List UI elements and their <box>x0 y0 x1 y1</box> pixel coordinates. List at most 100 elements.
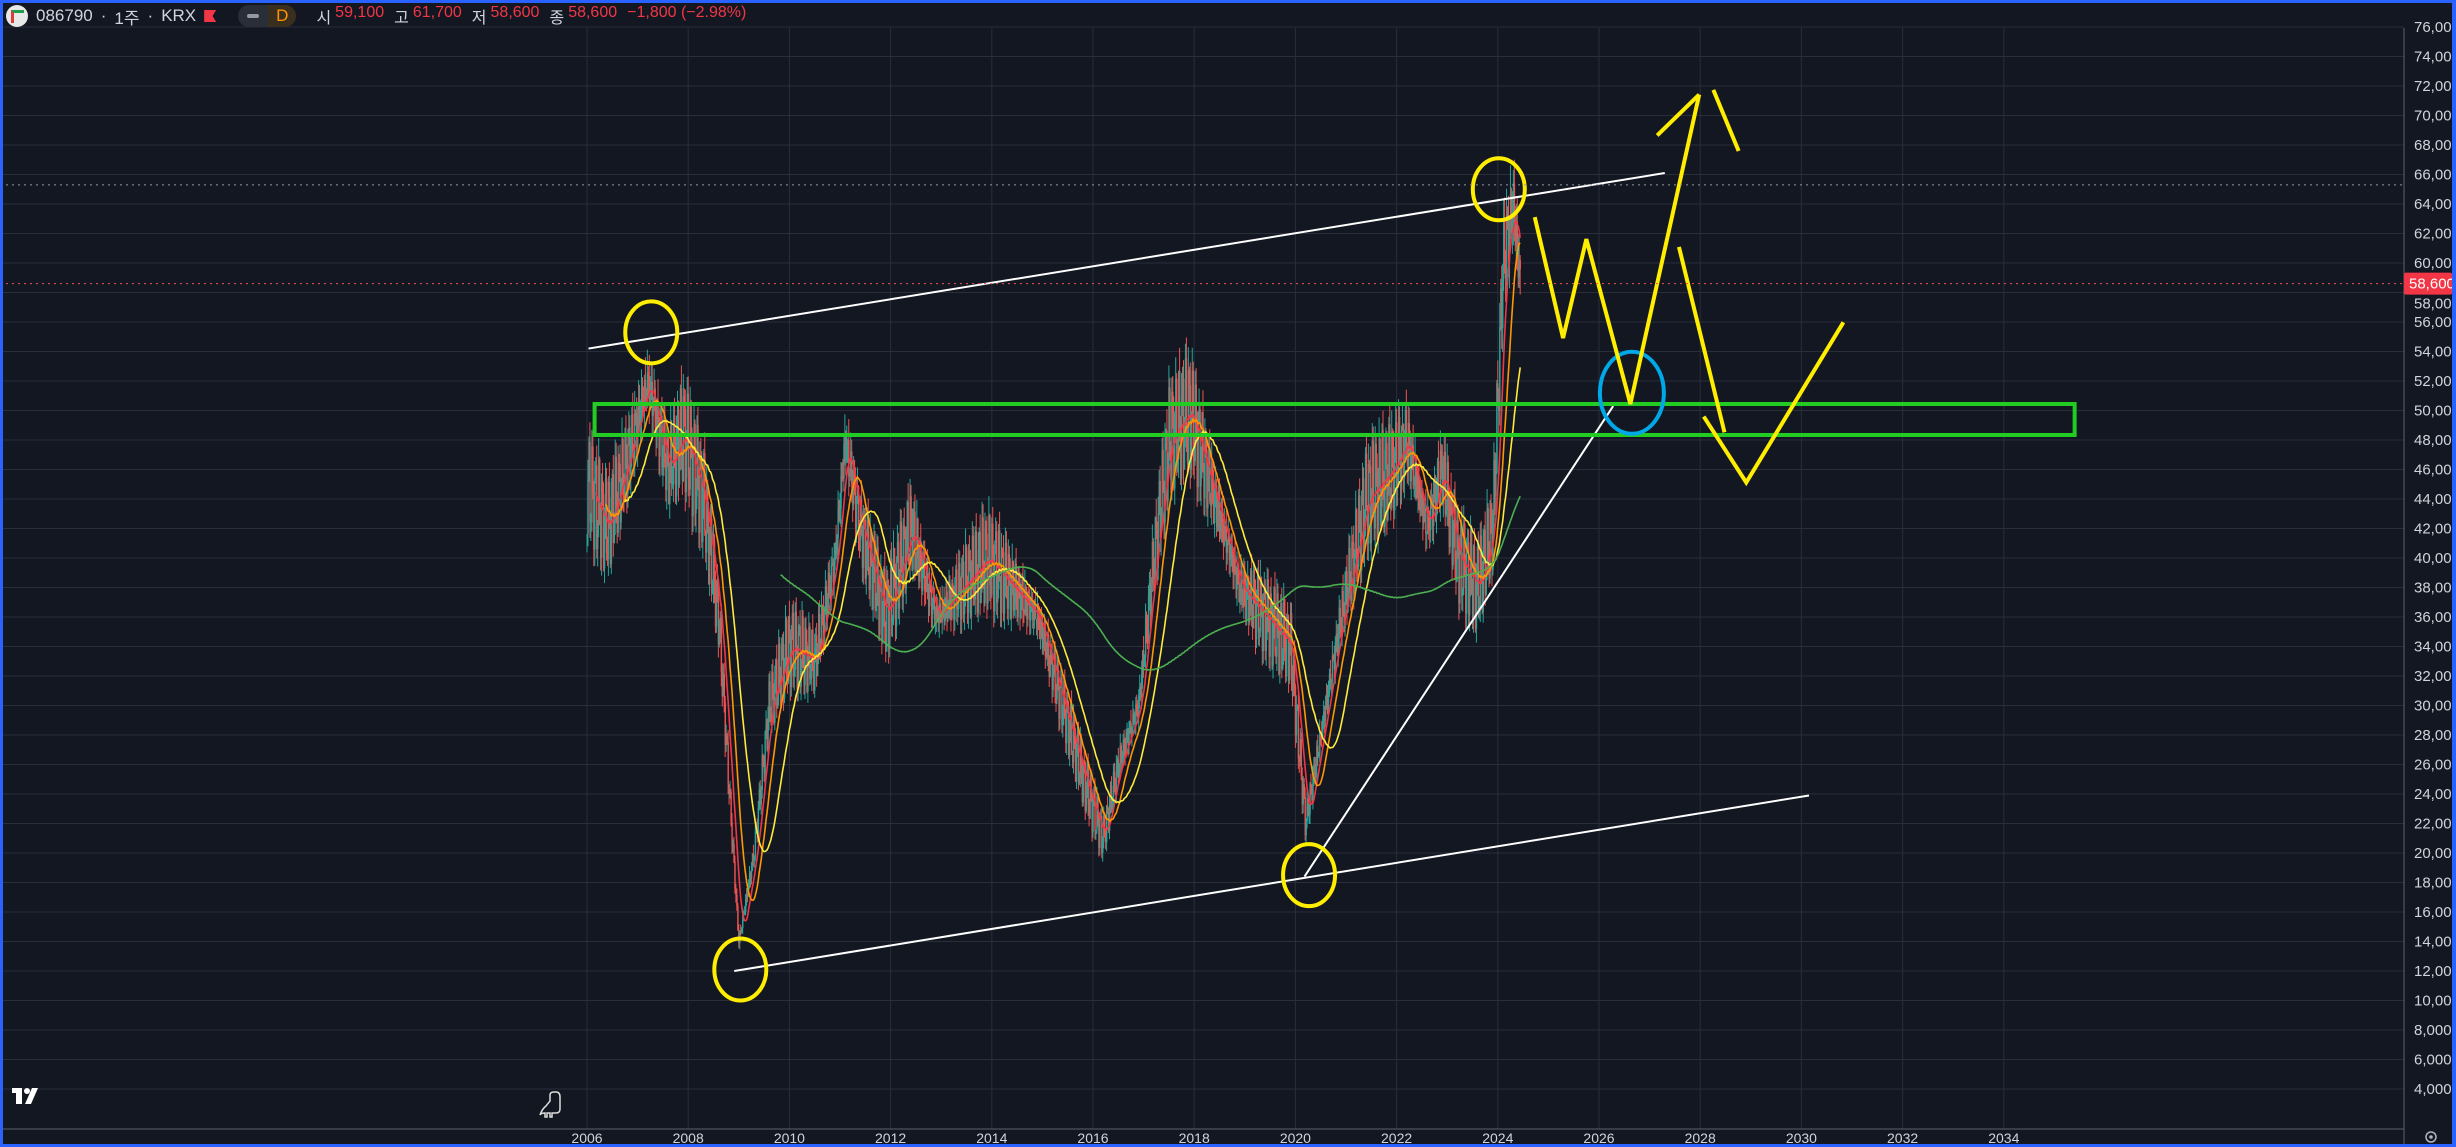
candle-body <box>760 790 762 805</box>
candle-body <box>646 372 649 401</box>
candle-body <box>1150 584 1153 615</box>
candle-body <box>1296 705 1299 709</box>
candle-body <box>761 755 763 791</box>
candle-body <box>880 571 882 576</box>
candle-body <box>1434 483 1437 517</box>
candle-body <box>711 589 714 592</box>
x-tick-label: 2022 <box>1381 1130 1412 1146</box>
candle-body <box>592 446 594 493</box>
collapse-icon[interactable] <box>238 14 268 18</box>
y-tick-label: 52,000 <box>2414 373 2456 390</box>
candle-body <box>922 568 924 591</box>
candle-body <box>1280 602 1282 620</box>
candle-body <box>600 480 603 558</box>
candle-body <box>766 722 768 750</box>
candle-body <box>1136 704 1138 711</box>
candle-body <box>1507 223 1510 262</box>
mode-badge[interactable]: D <box>268 5 297 27</box>
y-tick-label: 22,000 <box>2414 816 2456 833</box>
candle-body <box>799 625 801 687</box>
candle-body <box>1279 619 1281 675</box>
candle-body <box>1192 370 1195 456</box>
candle-body <box>833 560 835 583</box>
candle-body <box>1112 771 1115 803</box>
projection-path <box>1655 93 1701 137</box>
candle-body <box>1498 390 1500 412</box>
candle-body <box>1242 601 1244 606</box>
tradingview-logo-icon[interactable] <box>12 1088 38 1104</box>
candle-body <box>1295 708 1298 736</box>
candle-body <box>721 672 724 697</box>
candle-body <box>1318 754 1320 757</box>
candle-body <box>694 423 696 514</box>
candle-body <box>1163 487 1165 523</box>
candle-body <box>617 462 619 533</box>
candle-body <box>981 517 983 581</box>
candle-body <box>939 603 942 612</box>
candle-body <box>1361 478 1364 505</box>
candle-body <box>926 565 929 588</box>
candle-body <box>703 453 705 502</box>
candle-body <box>802 616 804 667</box>
candle-body <box>1381 430 1383 507</box>
dinosaur-icon[interactable] <box>539 1091 561 1118</box>
candle-body <box>1265 629 1268 651</box>
candle-body <box>817 653 819 676</box>
candle-body <box>1334 642 1337 670</box>
y-tick-label: 20,000 <box>2414 845 2456 862</box>
candle-body <box>645 388 648 401</box>
candle-body <box>1059 686 1061 720</box>
candle-body <box>783 664 786 699</box>
y-tick-label: 16,000 <box>2414 904 2456 921</box>
candle-body <box>1038 620 1041 637</box>
mode-toggle[interactable]: D <box>238 5 297 27</box>
candle-body <box>1230 545 1232 558</box>
candle-body <box>1395 422 1397 456</box>
candle-body <box>1439 450 1442 503</box>
candle-body <box>864 520 867 579</box>
candle-body <box>1043 627 1046 637</box>
candle-body <box>836 538 838 555</box>
candle-body <box>1017 579 1019 618</box>
candle-body <box>757 807 760 834</box>
candle-body <box>777 694 779 709</box>
candle-body <box>1394 455 1396 511</box>
candle-body <box>1227 536 1230 543</box>
settings-icon[interactable] <box>2425 1131 2437 1143</box>
y-tick-label: 42,000 <box>2414 521 2456 538</box>
drawings[interactable] <box>588 89 2077 1003</box>
candle-body <box>890 558 892 599</box>
symbol-code[interactable]: 086790 <box>36 6 93 25</box>
candle-body <box>868 570 870 590</box>
candle-body <box>915 557 917 570</box>
candle-body <box>1195 384 1197 429</box>
candle-body <box>600 524 602 558</box>
candle-body <box>1214 487 1216 524</box>
candle-body <box>1323 712 1325 720</box>
candle-body <box>906 502 908 545</box>
flag-icon[interactable] <box>204 10 217 22</box>
candle-body <box>640 387 643 416</box>
candle-body <box>1264 587 1267 651</box>
candle-body <box>778 643 780 695</box>
candle-body <box>872 565 874 610</box>
candle-body <box>967 550 970 613</box>
candle-body <box>1026 602 1028 620</box>
candle-body <box>861 533 864 568</box>
candle-body <box>696 425 698 497</box>
candle-body <box>974 531 977 600</box>
candle-body <box>998 529 1001 578</box>
interval[interactable]: 1주 <box>114 8 140 28</box>
candle-body <box>849 474 851 477</box>
chart-header: 086790 · 1주 · KRX D 시 59,100 고 61,700 저 58,… <box>6 4 752 28</box>
candle-body <box>1490 509 1492 517</box>
y-tick-label: 56,000 <box>2414 314 2456 331</box>
candle-body <box>817 613 820 654</box>
candle-body <box>746 893 749 897</box>
candle-body <box>673 415 675 485</box>
candle-body <box>586 533 588 535</box>
candle-body <box>1151 541 1154 585</box>
candle-body <box>1335 633 1338 643</box>
candle-body <box>1061 677 1063 725</box>
